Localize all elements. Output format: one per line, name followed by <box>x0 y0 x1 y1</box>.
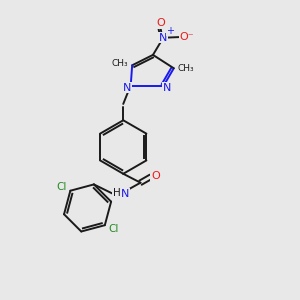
Text: O: O <box>156 18 165 28</box>
Text: N: N <box>121 189 129 199</box>
Text: Cl: Cl <box>56 182 67 192</box>
Text: N: N <box>163 82 171 93</box>
Text: CH₃: CH₃ <box>111 59 128 68</box>
Text: O⁻: O⁻ <box>179 32 194 42</box>
Text: +: + <box>166 26 174 35</box>
Text: N: N <box>159 33 167 43</box>
Text: N: N <box>123 82 131 93</box>
Text: H: H <box>113 188 121 198</box>
Text: Cl: Cl <box>109 224 119 234</box>
Text: O: O <box>151 171 160 181</box>
Text: CH₃: CH₃ <box>178 64 195 73</box>
